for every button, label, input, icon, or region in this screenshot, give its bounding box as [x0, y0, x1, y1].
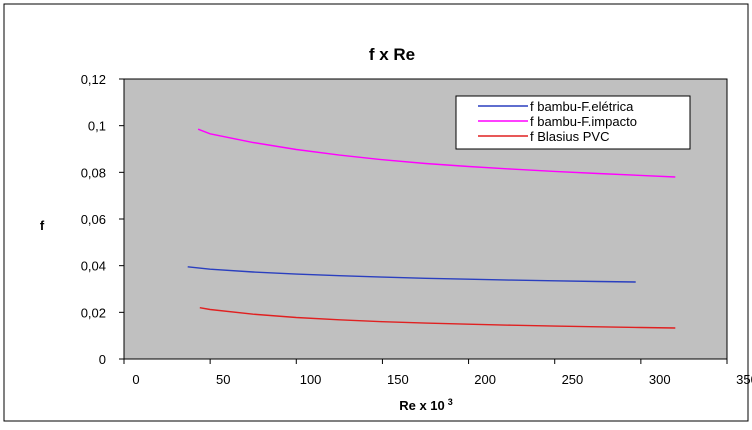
x-tick-label: 50 [216, 372, 230, 387]
x-tick-label: 300 [649, 372, 671, 387]
y-tick-label: 0,04 [81, 259, 106, 274]
legend-box [455, 95, 691, 150]
y-tick-label: 0,1 [88, 119, 106, 134]
x-axis-label: Re x 10 3 [399, 397, 453, 413]
axes: 0 0,02 0,04 0,06 0,08 0,1 0,12 0 50 100 150 200 250 3… [81, 72, 752, 387]
x-tick-label: 150 [387, 372, 409, 387]
x-tick-label: 100 [300, 372, 322, 387]
y-tick-label: 0,12 [81, 72, 106, 87]
series-lines [187, 128, 676, 329]
x-tick-label: 200 [474, 372, 496, 387]
y-tick-label: 0 [99, 352, 106, 367]
y-tick-label: 0,06 [81, 212, 106, 227]
y-tick-label: 0,02 [81, 305, 106, 320]
legend-label: f bambu-F.elétrica [530, 99, 634, 114]
x-axis-label-superscript: 3 [448, 397, 453, 407]
x-tick-label: 0 [132, 372, 139, 387]
y-axis-label: f [40, 218, 45, 233]
series-line [187, 266, 636, 283]
legend-label: f bambu-F.impacto [530, 114, 637, 129]
x-tick-label: 250 [562, 372, 584, 387]
series-line [197, 128, 676, 178]
legend-label: f Blasius PVC [530, 129, 609, 144]
chart-title: f x Re [369, 45, 415, 64]
x-tick-label: 350 [736, 372, 752, 387]
series-line [199, 307, 676, 329]
y-tick-label: 0,08 [81, 165, 106, 180]
x-axis-label-text: Re x 10 [399, 398, 445, 413]
